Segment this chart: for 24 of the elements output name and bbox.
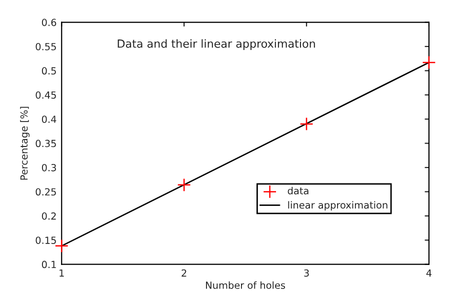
point bbox=[300, 117, 314, 131]
point bbox=[177, 178, 191, 192]
x-axis-title: Number of holes bbox=[206, 281, 286, 289]
y-axis-title: Percentage [%] bbox=[20, 106, 30, 180]
y-tick-label: 0.45 bbox=[36, 91, 56, 99]
y-tick-label: 0.55 bbox=[36, 42, 56, 50]
x-tick-label: 3 bbox=[304, 269, 309, 277]
y-tick-label: 0.6 bbox=[42, 18, 56, 26]
y-tick-label: 0.3 bbox=[42, 164, 56, 172]
y-tick-label: 0.5 bbox=[42, 67, 56, 75]
y-tick-label: 0.25 bbox=[36, 188, 56, 196]
y-tick-label: 0.35 bbox=[36, 140, 56, 148]
point bbox=[54, 239, 68, 253]
x-tick-label: 4 bbox=[426, 269, 432, 277]
y-tick-label: 0.4 bbox=[42, 116, 56, 123]
y-tick-label: 0.15 bbox=[36, 236, 56, 244]
text: Data and their linear approximation bbox=[118, 39, 315, 50]
x-tick-label: 2 bbox=[182, 269, 186, 277]
legend-label: linear approximation bbox=[288, 201, 388, 211]
legend-label: data bbox=[288, 186, 308, 194]
point bbox=[422, 56, 436, 70]
y-tick-label: 0.2 bbox=[42, 212, 56, 220]
y-tick-label: 0.1 bbox=[42, 260, 56, 268]
x-tick-label: 1 bbox=[60, 269, 64, 277]
